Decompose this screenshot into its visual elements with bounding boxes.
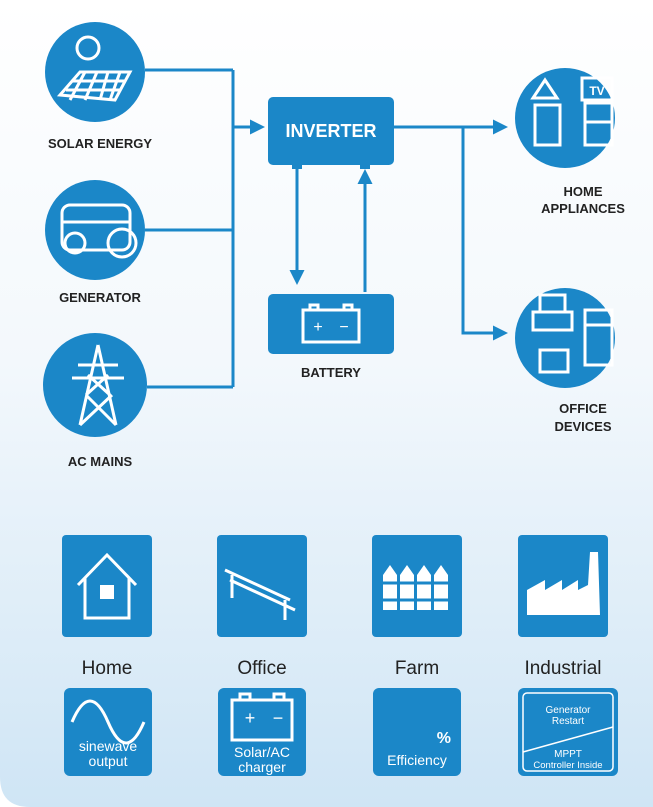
feature-text: Restart [552,716,584,727]
load-label: DEVICES [554,419,611,434]
source-label: GENERATOR [59,290,141,305]
feature-text: Controller Inside [533,760,602,771]
load-label: APPLIANCES [541,201,625,216]
feature-text: Solar/AC [234,744,290,760]
feature-text: output [89,753,128,769]
source-label: AC MAINS [68,454,133,469]
battery-plus: + [313,319,322,336]
inverter: INVERTER [268,97,394,169]
feature-text: charger [238,759,286,775]
feature-minus: − [273,708,284,728]
battery-minus: − [339,319,348,336]
feature-text: MPPT [554,749,582,760]
inverter-label: INVERTER [285,121,376,141]
diagram: SOLAR ENERGY GENERATOR AC MAINS INVERTER… [0,0,653,807]
load-label: HOME [564,184,603,199]
feature-symbol: % [437,730,451,747]
tv-text: TV [589,84,604,98]
feature-text: sinewave [79,738,138,754]
app-label: Farm [395,658,439,679]
load-label: OFFICE [559,401,607,416]
feature-text: Generator [545,705,591,716]
feature-plus: + [245,708,256,728]
battery-label: BATTERY [301,365,361,380]
app-label: Industrial [524,658,601,679]
app-label: Home [82,658,133,679]
app-label: Office [237,658,286,679]
source-label: SOLAR ENERGY [48,136,152,151]
feature-text: Efficiency [387,752,447,768]
